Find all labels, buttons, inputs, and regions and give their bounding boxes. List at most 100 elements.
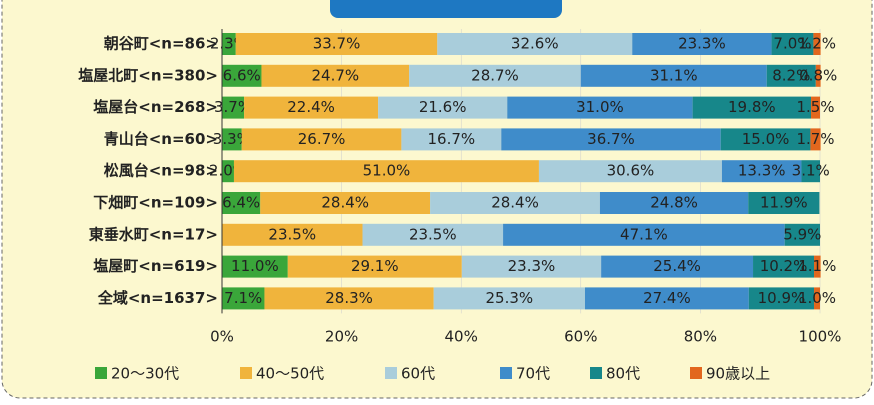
legend-swatch: [500, 367, 512, 379]
banner: [330, 0, 562, 18]
data-label: 3.1%: [792, 162, 830, 180]
data-label: 23.3%: [508, 257, 556, 275]
data-label: 51.0%: [363, 162, 411, 180]
bar-segment: [222, 33, 236, 55]
bar-segment: [378, 96, 508, 119]
data-label: 21.6%: [419, 98, 467, 116]
bar-segment: [461, 255, 602, 278]
bar-segment: [222, 160, 234, 183]
data-label: 32.6%: [511, 35, 559, 53]
x-tick-label: 60%: [564, 328, 597, 346]
bar-segment: [601, 255, 754, 278]
bar-segment: [692, 96, 812, 119]
legend-swatch: [590, 367, 602, 379]
data-label: 1.7%: [796, 130, 834, 148]
bar-segment: [287, 255, 462, 278]
data-label: 6.6%: [223, 66, 261, 84]
bar-segment: [720, 128, 811, 151]
y-tick-label: 下畑町<n=109>: [93, 194, 218, 212]
data-label: 16.7%: [428, 130, 476, 148]
data-label: 24.7%: [311, 66, 359, 84]
bar-segment: [362, 223, 504, 246]
data-label: 30.6%: [607, 162, 655, 180]
data-label: 1.0%: [798, 289, 836, 307]
bar-segment: [811, 96, 820, 119]
bar-segment: [244, 96, 379, 119]
data-label: 27.4%: [643, 289, 691, 307]
bar-segment: [538, 160, 722, 183]
bar-segment: [801, 160, 820, 183]
data-label: 11.0%: [231, 257, 279, 275]
bar-segment: [222, 223, 363, 246]
bar-segment: [584, 287, 749, 310]
data-label: 19.8%: [728, 98, 776, 116]
bar-segment: [580, 64, 767, 87]
data-label: 25.3%: [486, 289, 534, 307]
bar-segment: [599, 192, 749, 214]
data-label: 8.2%: [772, 66, 810, 84]
bar-segment: [632, 33, 772, 55]
data-label: 1.5%: [796, 98, 834, 116]
data-label: 0.8%: [799, 66, 837, 84]
bar-segment: [235, 33, 438, 55]
data-label: 23.3%: [678, 35, 726, 53]
bar-segment: [222, 128, 242, 151]
x-tick-label: 0%: [210, 328, 234, 346]
x-tick-label: 20%: [325, 328, 358, 346]
bar-segment: [222, 192, 261, 214]
data-label: 47.1%: [620, 225, 668, 243]
bar-segment: [784, 223, 820, 246]
data-label: 36.7%: [587, 130, 635, 148]
bar-segment: [507, 96, 693, 119]
data-label: 26.7%: [298, 130, 346, 148]
bar-segment: [748, 192, 820, 214]
legend-swatch: [240, 367, 252, 379]
bar-segment: [430, 192, 600, 214]
data-label: 1.1%: [798, 257, 836, 275]
legend-label: 60代: [401, 365, 435, 383]
legend-label: 90歳以上: [706, 365, 770, 383]
data-label: 5.9%: [783, 225, 821, 243]
data-label: 7.1%: [224, 289, 262, 307]
bar-segment: [503, 223, 785, 246]
data-label: 24.8%: [650, 194, 698, 212]
bar-segment: [241, 128, 402, 151]
data-label: 28.7%: [471, 66, 519, 84]
bar-segment: [813, 33, 821, 55]
y-tick-label: 全域<n=1637>: [97, 289, 218, 307]
data-label: 3.7%: [214, 98, 252, 116]
bar-segment: [721, 160, 802, 183]
data-label: 29.1%: [351, 257, 399, 275]
bar-segment: [222, 96, 245, 119]
x-tick-label: 100%: [799, 328, 842, 346]
data-label: 23.5%: [268, 225, 316, 243]
data-label: 28.4%: [321, 194, 369, 212]
data-label: 23.5%: [409, 225, 457, 243]
legend-label: 80代: [606, 365, 640, 383]
legend-swatch: [690, 367, 702, 379]
y-tick-label: 朝谷町<n=86>: [104, 35, 218, 53]
data-label: 28.3%: [325, 289, 373, 307]
bar-segment: [222, 255, 288, 278]
bar-segment: [264, 287, 434, 310]
bar-segment: [233, 160, 539, 183]
bar-segment: [261, 64, 410, 87]
bar-segment: [748, 287, 815, 310]
bar-segment: [501, 128, 721, 151]
y-tick-label: 塩屋町<n=619>: [93, 257, 218, 275]
y-tick-label: 青山台<n=60>: [104, 130, 218, 148]
bar-segment: [815, 64, 821, 87]
bar-segment: [814, 287, 820, 310]
bar-segment: [810, 128, 821, 151]
data-label: 25.4%: [653, 257, 701, 275]
legend-label: 40～50代: [256, 365, 324, 383]
data-label: 10.2%: [760, 257, 808, 275]
data-label: 11.9%: [760, 194, 808, 212]
bar-segment: [222, 287, 265, 310]
legend-label: 20～30代: [111, 365, 179, 383]
bar-segment: [814, 255, 821, 278]
y-tick-label: 松風台<n=98>: [104, 162, 218, 180]
data-label: 33.7%: [313, 35, 361, 53]
legend-swatch: [95, 367, 107, 379]
bar-segment: [260, 192, 431, 214]
